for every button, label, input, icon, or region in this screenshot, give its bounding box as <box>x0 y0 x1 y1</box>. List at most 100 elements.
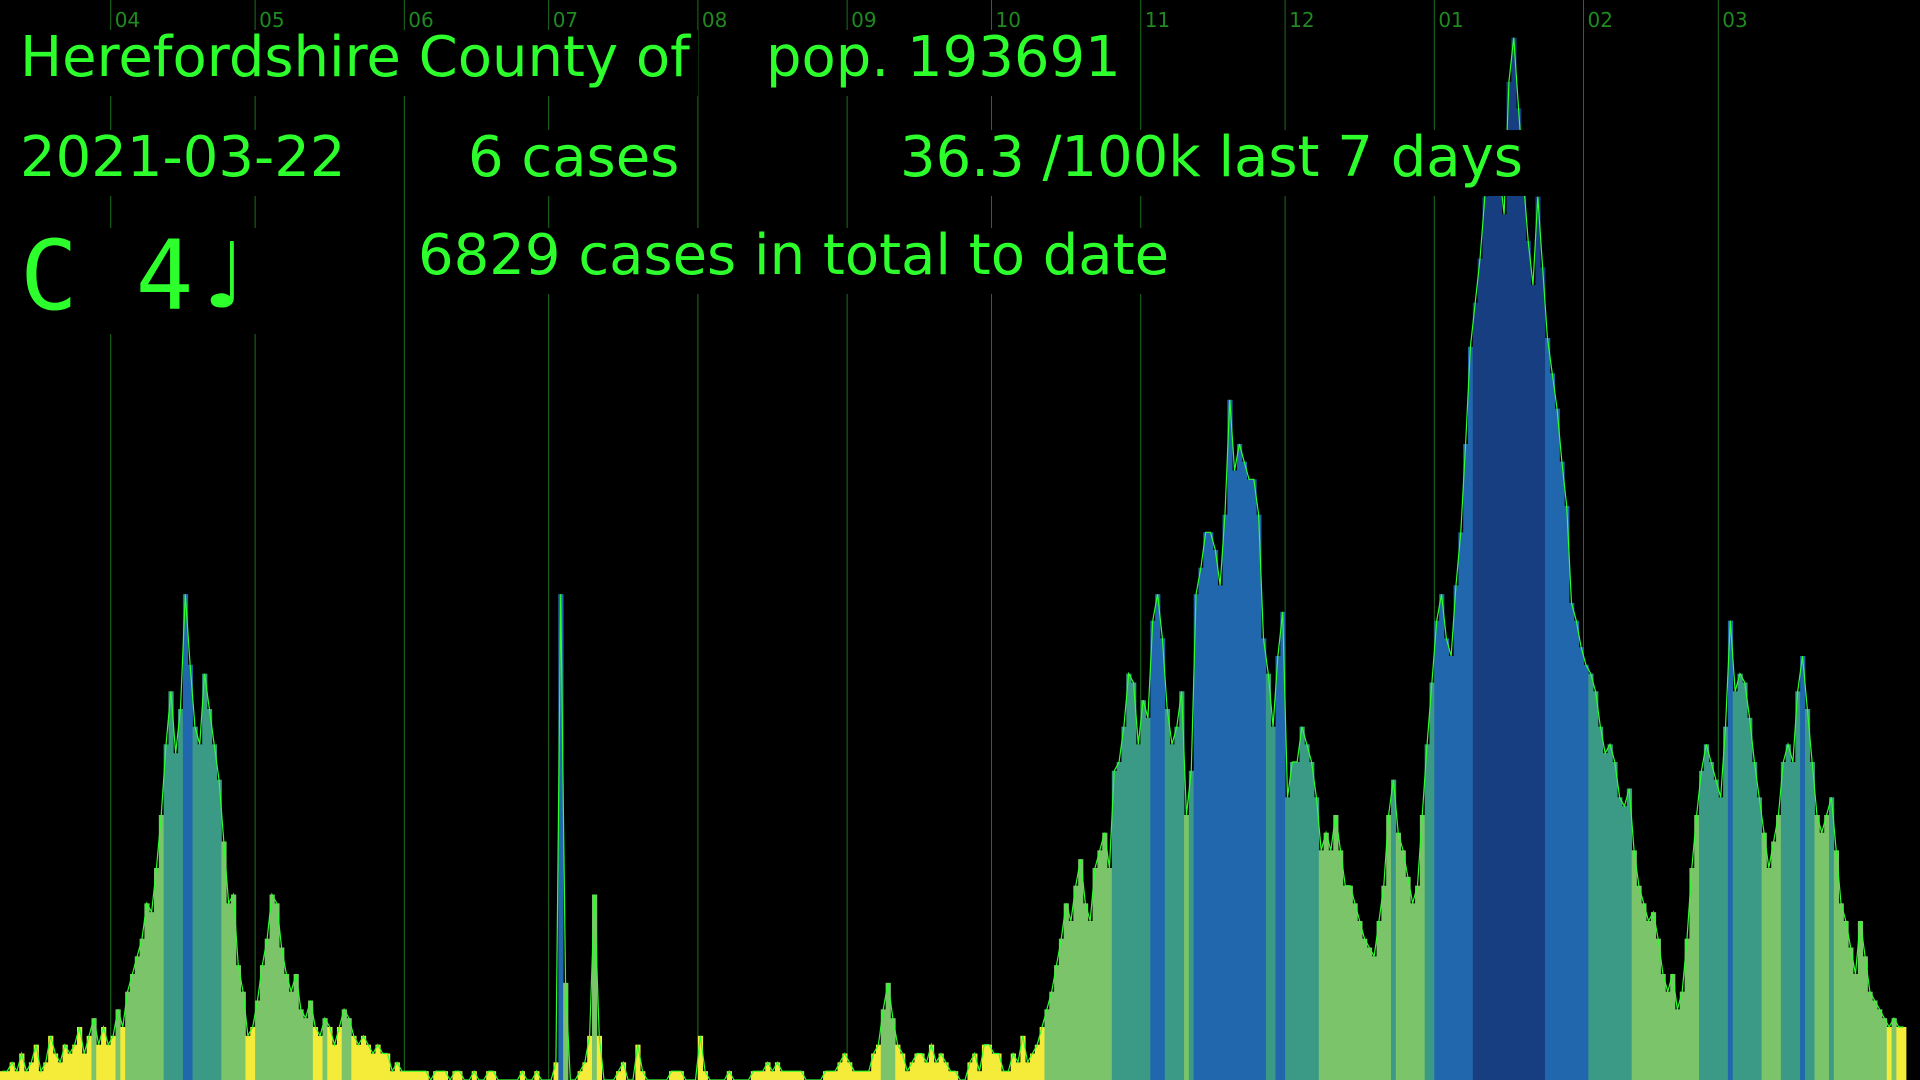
bar <box>1424 744 1430 1080</box>
bar <box>1241 461 1247 1080</box>
bar <box>1602 753 1608 1080</box>
bar <box>1607 744 1613 1080</box>
bar <box>1087 921 1093 1080</box>
bar <box>298 1009 304 1080</box>
bar <box>1554 408 1560 1080</box>
bar <box>33 1044 39 1080</box>
bar <box>1713 779 1719 1080</box>
bar <box>293 974 299 1080</box>
bar <box>264 938 270 1080</box>
bar <box>967 1062 973 1080</box>
bar <box>933 1062 939 1080</box>
bar <box>847 1062 853 1080</box>
bar <box>322 1018 328 1080</box>
bar <box>1357 921 1363 1080</box>
month-label-07: 07 <box>553 8 578 32</box>
bar <box>1732 691 1738 1080</box>
bar <box>255 1000 261 1080</box>
bar <box>1232 470 1238 1080</box>
bar <box>1463 444 1469 1080</box>
bar <box>1179 691 1185 1080</box>
bar <box>173 753 179 1080</box>
bar <box>336 1027 343 1080</box>
bar <box>1078 859 1084 1080</box>
bar <box>726 1071 732 1080</box>
bar <box>1063 903 1069 1080</box>
bar <box>423 1071 429 1080</box>
bar <box>1443 638 1450 1080</box>
bar <box>269 894 275 1080</box>
bar <box>144 903 150 1080</box>
bar <box>1703 744 1710 1080</box>
bar <box>1785 744 1791 1080</box>
bar <box>1342 885 1349 1080</box>
bar <box>134 956 140 1080</box>
bar <box>1174 726 1180 1080</box>
bar <box>1082 903 1089 1080</box>
bar <box>794 1071 800 1080</box>
bar <box>1496 170 1503 1080</box>
bar <box>1756 797 1762 1080</box>
bar <box>750 1071 757 1080</box>
bar <box>1901 1027 1907 1080</box>
bar <box>62 1044 68 1080</box>
bar <box>418 1071 424 1080</box>
bar <box>827 1071 834 1080</box>
bar <box>1626 788 1633 1080</box>
bar <box>1487 161 1493 1080</box>
bar <box>1843 921 1849 1080</box>
bar <box>866 1071 872 1080</box>
bar <box>216 779 222 1080</box>
bar <box>924 1062 930 1080</box>
bar <box>669 1071 675 1080</box>
bar <box>38 1071 44 1080</box>
bar <box>1434 620 1440 1080</box>
bar <box>1212 550 1219 1080</box>
bar <box>1727 620 1734 1080</box>
bar <box>582 1062 588 1080</box>
bar <box>1545 338 1551 1080</box>
bar <box>1699 770 1705 1080</box>
bar <box>972 1053 978 1080</box>
bar <box>231 894 237 1080</box>
bar <box>1593 691 1599 1080</box>
bar <box>1891 1018 1897 1080</box>
bar <box>1439 594 1445 1080</box>
month-label-05: 05 <box>259 8 284 32</box>
month-label-11: 11 <box>1145 8 1170 32</box>
bar <box>697 1035 704 1080</box>
bar <box>1458 532 1464 1080</box>
bar <box>149 912 155 1080</box>
bar <box>125 991 131 1080</box>
bar <box>1395 832 1402 1080</box>
bar <box>91 1018 97 1080</box>
bar <box>1448 656 1454 1080</box>
bar <box>1862 956 1868 1080</box>
bar <box>770 1071 776 1080</box>
bar <box>986 1044 992 1080</box>
bar <box>1588 673 1594 1080</box>
bar <box>452 1071 458 1080</box>
bar <box>1506 81 1512 1080</box>
bar <box>1400 850 1406 1080</box>
bar <box>9 1062 15 1080</box>
bar <box>1333 815 1339 1080</box>
current-date: 2021-03-22 <box>20 130 354 196</box>
bar <box>1814 815 1820 1080</box>
bar <box>592 894 598 1080</box>
bar <box>1140 700 1146 1080</box>
bar <box>19 1053 25 1080</box>
bar <box>1525 240 1531 1080</box>
bar <box>996 1053 1002 1080</box>
bar <box>1684 938 1690 1080</box>
bar <box>1776 815 1782 1080</box>
bar <box>1010 1053 1016 1080</box>
bar <box>1044 1009 1050 1080</box>
bar <box>919 1053 925 1080</box>
bar <box>1116 762 1122 1080</box>
bar <box>1030 1053 1036 1080</box>
bar <box>202 673 208 1080</box>
month-tick-labels: 04 05 06 07 08 09 10 11 12 01 02 03 <box>115 8 1748 32</box>
bar <box>182 594 189 1080</box>
bar <box>1877 1009 1883 1080</box>
